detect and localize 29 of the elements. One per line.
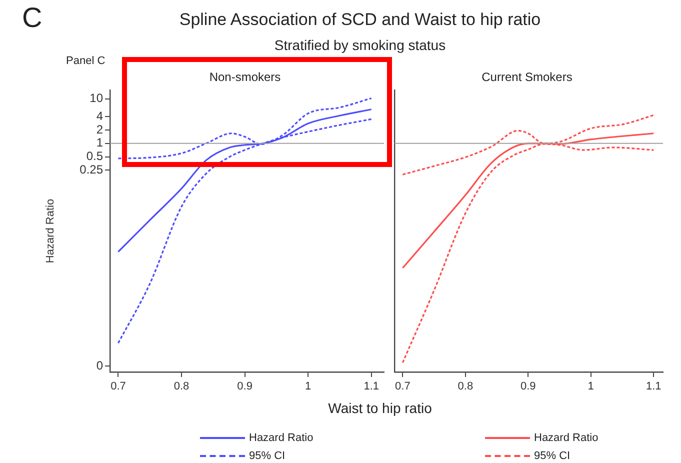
text: Spline Association of SCD and Waist to hip ratio xyxy=(178,10,542,30)
y-tick-label: 4 xyxy=(96,108,104,123)
x-tick-label: 0.7 xyxy=(395,380,410,393)
x-tick-label: 0.7 xyxy=(110,380,126,393)
y-tick-label: 2 xyxy=(96,122,104,136)
x-tick-label: 0.8 xyxy=(458,380,474,393)
y-tick-label: 0.5 xyxy=(86,149,104,164)
legend-label: Hazard Ratio xyxy=(249,432,314,444)
x-tick-label: 1 xyxy=(588,380,594,393)
x-tick-label: 0.9 xyxy=(520,380,536,393)
x-axis-title: Waist to hip ratio xyxy=(327,400,433,416)
x-tick-label: 0.9 xyxy=(237,380,252,393)
x-tick-label: 1.1 xyxy=(646,380,662,393)
text: Stratified by smoking status xyxy=(273,37,447,53)
legend-label: 95% CI xyxy=(534,450,570,462)
text: C xyxy=(22,2,42,34)
y-tick-label: 0 xyxy=(96,358,104,372)
text: Panel C xyxy=(66,55,106,67)
x-tick-label: 1 xyxy=(305,380,312,393)
y-tick-label: 1 xyxy=(96,136,104,150)
legend-label: 95% CI xyxy=(249,450,286,462)
legend-label: Hazard Ratio xyxy=(534,432,598,444)
chart-title: Non-smokers xyxy=(208,70,282,84)
x-tick-label: 1.1 xyxy=(364,380,379,393)
y-axis-title: Hazard Ratio xyxy=(44,198,57,264)
x-tick-label: 0.8 xyxy=(174,380,190,393)
chart-title: Current Smokers xyxy=(480,70,574,84)
y-tick-label: 0.25 xyxy=(80,162,104,177)
y-tick-label: 10 xyxy=(90,91,104,106)
